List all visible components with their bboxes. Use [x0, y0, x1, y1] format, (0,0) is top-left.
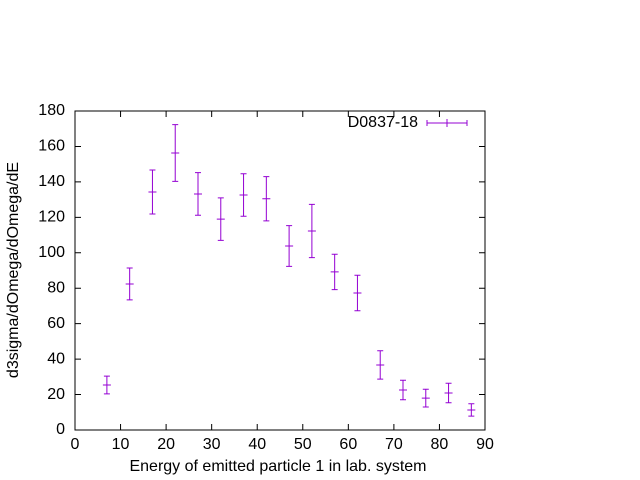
x-tick-label: 60 — [339, 436, 357, 453]
y-tick-label: 60 — [47, 315, 65, 332]
plot-frame — [74, 110, 486, 431]
error-bar — [239, 173, 248, 217]
y-tick-label: 100 — [38, 244, 65, 261]
x-tick-label: 40 — [248, 436, 266, 453]
error-bar — [125, 267, 134, 301]
y-tick-label: 140 — [38, 173, 65, 190]
y-tick-label: 0 — [56, 421, 65, 438]
legend-label: D0837-18 — [348, 114, 418, 131]
error-bar — [307, 203, 316, 259]
x-tick-label: 50 — [294, 436, 312, 453]
x-tick-label: 80 — [431, 436, 449, 453]
error-bar — [399, 379, 407, 401]
error-bar — [353, 274, 362, 312]
error-bar — [216, 197, 225, 241]
error-bar — [262, 176, 271, 222]
error-bar — [467, 403, 476, 417]
error-bar — [444, 382, 453, 404]
x-tick-label: 90 — [476, 436, 494, 453]
x-tick-label: 10 — [112, 436, 130, 453]
error-bar — [421, 388, 430, 408]
x-tick-label: 70 — [385, 436, 403, 453]
x-tick-label: 20 — [157, 436, 175, 453]
error-bar — [102, 375, 111, 395]
error-bar — [194, 172, 202, 216]
y-tick-label: 40 — [47, 350, 65, 367]
x-tick-label: 0 — [71, 436, 80, 453]
error-bar — [376, 350, 385, 380]
error-bar — [171, 124, 180, 182]
x-tick-label: 30 — [203, 436, 221, 453]
y-tick-label: 160 — [38, 138, 65, 155]
x-axis-label: Energy of emitted particle 1 in lab. sys… — [129, 458, 426, 475]
y-tick-label: 180 — [38, 102, 65, 119]
y-tick-label: 20 — [47, 386, 65, 403]
y-tick-label: 120 — [38, 209, 65, 226]
error-bar — [148, 169, 157, 215]
error-bar — [285, 225, 294, 267]
error-bar — [330, 253, 339, 291]
y-axis-label: d3sigma/dOmega/dOmega/dE — [5, 162, 22, 378]
y-tick-label: 80 — [47, 279, 65, 296]
legend-swatch — [426, 119, 468, 127]
